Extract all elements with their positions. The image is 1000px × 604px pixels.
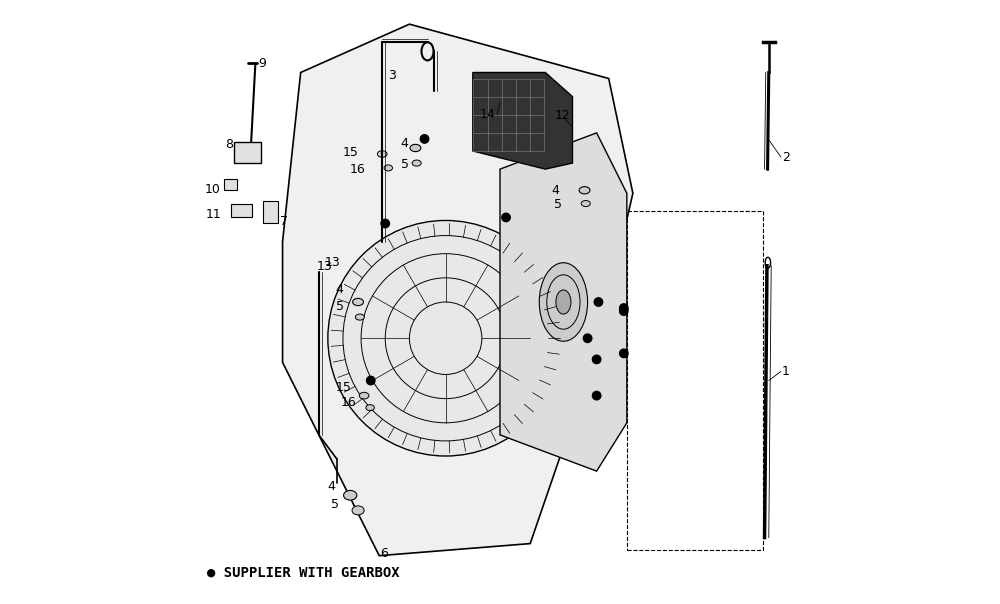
Text: 12: 12 [555, 109, 571, 123]
Text: 5: 5 [331, 498, 339, 511]
Ellipse shape [353, 298, 363, 306]
Text: 11: 11 [205, 208, 221, 221]
Text: 5: 5 [401, 158, 409, 171]
Polygon shape [283, 24, 633, 556]
Ellipse shape [355, 314, 364, 320]
Text: ● SUPPLIER WITH GEARBOX: ● SUPPLIER WITH GEARBOX [207, 565, 400, 580]
Ellipse shape [579, 187, 590, 194]
Bar [263, 201, 278, 223]
Text: 2: 2 [782, 150, 790, 164]
Bar [234, 142, 261, 163]
Text: 9: 9 [258, 57, 266, 70]
Text: 4: 4 [400, 137, 408, 150]
Text: 13: 13 [316, 260, 332, 274]
Circle shape [381, 219, 389, 228]
Ellipse shape [344, 490, 357, 500]
Text: 4: 4 [335, 283, 343, 297]
Bar [231, 204, 252, 217]
Text: 16: 16 [341, 396, 357, 410]
Circle shape [594, 298, 603, 306]
Circle shape [583, 334, 592, 342]
Text: 6: 6 [380, 547, 388, 561]
Ellipse shape [366, 405, 374, 411]
Ellipse shape [556, 290, 571, 314]
Ellipse shape [384, 165, 392, 171]
Ellipse shape [377, 150, 387, 158]
Bar [224, 179, 237, 190]
Ellipse shape [359, 393, 369, 399]
Circle shape [592, 391, 601, 400]
Polygon shape [473, 72, 572, 169]
Text: 1: 1 [782, 365, 790, 378]
Circle shape [420, 135, 429, 143]
Text: 8: 8 [225, 138, 233, 152]
Text: 5: 5 [554, 198, 562, 211]
Ellipse shape [410, 144, 421, 152]
Ellipse shape [352, 506, 364, 515]
Text: 4: 4 [328, 480, 336, 493]
Text: 4: 4 [551, 184, 559, 197]
Circle shape [592, 355, 601, 364]
Ellipse shape [581, 201, 590, 207]
Circle shape [620, 304, 628, 312]
Ellipse shape [539, 263, 588, 341]
Circle shape [367, 376, 375, 385]
Text: 16: 16 [350, 162, 366, 176]
Text: 10: 10 [205, 182, 221, 196]
Text: 3: 3 [388, 69, 396, 82]
Circle shape [620, 307, 628, 315]
Ellipse shape [412, 160, 421, 166]
Circle shape [620, 349, 628, 358]
Circle shape [328, 220, 563, 456]
Circle shape [502, 213, 510, 222]
Text: 14: 14 [480, 108, 496, 121]
Text: 13: 13 [325, 255, 341, 269]
Text: 15: 15 [336, 381, 352, 394]
Text: 5: 5 [336, 300, 344, 313]
Text: 15: 15 [342, 146, 358, 159]
Polygon shape [500, 133, 627, 471]
Bar [627, 211, 763, 550]
Text: 7: 7 [280, 215, 288, 228]
